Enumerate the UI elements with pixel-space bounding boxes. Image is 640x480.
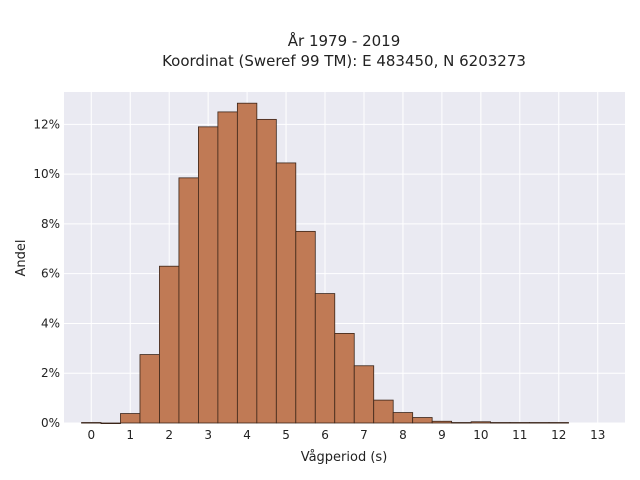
histogram-bar	[198, 126, 219, 424]
x-tick-labels: 0 1 2 3 4 5 6 7 8 9 10 11 12 13	[87, 428, 605, 442]
y-tick-label: 0%	[41, 416, 60, 430]
histogram-bar	[295, 230, 316, 424]
x-tick-label: 2	[165, 428, 173, 442]
histogram-bar	[275, 162, 297, 424]
histogram-bar	[81, 422, 102, 424]
histogram-bar	[236, 102, 258, 424]
x-tick-label: 9	[438, 428, 446, 442]
histogram-bar	[412, 417, 433, 424]
histogram-bars	[81, 102, 569, 425]
histogram-bar	[451, 422, 472, 424]
histogram-bar	[509, 422, 530, 424]
x-axis-label: Vågperiod (s)	[301, 450, 388, 465]
histogram-bar	[139, 354, 160, 424]
histogram-bar	[470, 421, 491, 424]
x-tick-label: 5	[282, 428, 290, 442]
histogram-bar	[314, 293, 336, 424]
histogram-bar	[529, 422, 550, 424]
x-tick-label: 6	[321, 428, 329, 442]
x-tick-label: 0	[87, 428, 95, 442]
y-tick-label: 6%	[41, 267, 60, 281]
histogram-bar	[353, 365, 375, 424]
x-tick-label: 8	[399, 428, 407, 442]
histogram-bar	[159, 265, 180, 424]
histogram-bar	[373, 399, 394, 424]
x-tick-label: 13	[590, 428, 605, 442]
y-tick-label: 10%	[33, 167, 60, 181]
x-tick-label: 12	[551, 428, 566, 442]
histogram-bar	[548, 422, 569, 424]
chart-title: År 1979 - 2019	[288, 31, 401, 50]
x-tick-label: 7	[360, 428, 368, 442]
histogram-bar	[100, 422, 121, 425]
y-tick-label: 2%	[41, 366, 60, 380]
chart-subtitle: Koordinat (Sweref 99 TM): E 483450, N 62…	[162, 52, 526, 70]
histogram-bar	[178, 177, 199, 424]
y-axis-label: Andel	[14, 240, 29, 277]
histogram-bar	[392, 412, 414, 424]
x-tick-label: 10	[473, 428, 488, 442]
y-tick-label: 4%	[41, 316, 60, 330]
x-tick-label: 1	[126, 428, 134, 442]
x-tick-label: 4	[243, 428, 251, 442]
histogram-bar	[217, 111, 238, 424]
histogram-bar	[120, 413, 141, 424]
y-tick-label: 8%	[41, 217, 60, 231]
histogram-bar	[334, 333, 355, 424]
y-tick-labels: 0% 2% 4% 6% 8% 10% 12%	[33, 117, 60, 430]
y-tick-label: 12%	[33, 117, 60, 131]
histogram-bar	[490, 422, 511, 424]
x-tick-label: 11	[512, 428, 527, 442]
x-tick-label: 3	[204, 428, 212, 442]
histogram-bar	[256, 118, 277, 424]
histogram-bar	[431, 420, 453, 424]
